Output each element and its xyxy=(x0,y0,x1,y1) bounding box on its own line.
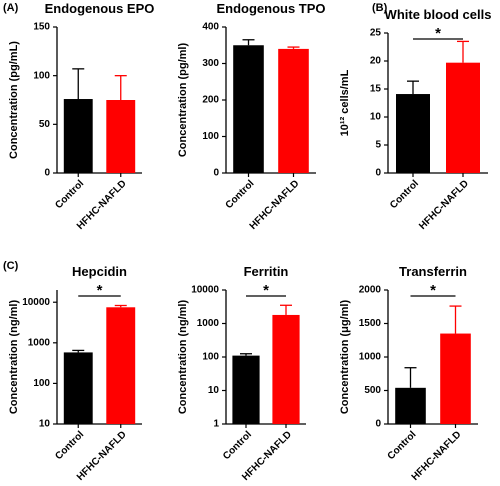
panel-label: (B) xyxy=(372,2,388,14)
y-tick-label: 100 xyxy=(33,70,50,81)
y-tick-label: 400 xyxy=(202,22,219,33)
x-tick-label: Control xyxy=(53,178,86,211)
y-tick-label: 25 xyxy=(370,28,382,39)
x-tick-label: Control xyxy=(224,178,257,211)
y-tick-label: 50 xyxy=(39,119,51,130)
chart-title: Ferritin xyxy=(244,264,289,279)
bar xyxy=(63,352,93,424)
x-tick-label: Control xyxy=(221,429,254,462)
y-tick-label: 15 xyxy=(370,84,382,95)
y-axis-label: Concentration (pg/mL) xyxy=(8,41,20,159)
panel-label: (A) xyxy=(3,2,19,14)
y-tick-label: 100 xyxy=(202,352,219,363)
bar xyxy=(106,307,136,424)
y-tick-label: 1 xyxy=(213,419,219,430)
y-axis-label: Concentration (ng/ml) xyxy=(177,300,189,415)
y-tick-label: 0 xyxy=(375,419,381,430)
y-tick-label: 10000 xyxy=(22,297,50,308)
significance-star: * xyxy=(263,282,269,299)
y-axis-label: Concentration (μg/ml) xyxy=(339,300,351,415)
bar xyxy=(233,45,264,173)
significance-star: * xyxy=(430,282,436,299)
y-tick-label: 150 xyxy=(33,22,50,33)
y-tick-label: 1000 xyxy=(197,318,220,329)
y-tick-label: 300 xyxy=(202,58,219,69)
x-tick-label: Control xyxy=(388,178,421,211)
bar xyxy=(63,99,93,173)
x-tick-label: Control xyxy=(386,429,419,462)
significance-star: * xyxy=(435,25,441,42)
bar xyxy=(395,387,426,424)
bar xyxy=(446,62,480,173)
y-tick-label: 5 xyxy=(375,140,381,151)
y-tick-label: 10 xyxy=(370,112,382,123)
bar xyxy=(232,355,260,424)
x-tick-label: Control xyxy=(53,429,86,462)
y-tick-label: 0 xyxy=(375,168,381,179)
bar xyxy=(272,314,300,424)
chart-title: White blood cells xyxy=(385,7,492,22)
y-tick-label: 20 xyxy=(370,56,382,67)
y-tick-label: 200 xyxy=(202,95,219,106)
y-tick-label: 2000 xyxy=(359,285,382,296)
chart-title: Transferrin xyxy=(399,264,467,279)
y-axis-label: Concentration (pg/ml) xyxy=(177,43,189,158)
y-axis-label: Concentration (ng/ml) xyxy=(8,300,20,415)
bar xyxy=(278,48,309,173)
y-tick-label: 1000 xyxy=(359,352,382,363)
chart-title: Endogenous EPO xyxy=(45,1,155,16)
panel-label: (C) xyxy=(3,260,19,272)
y-tick-label: 0 xyxy=(44,168,50,179)
y-axis-label: 10¹² cells/mL xyxy=(339,69,351,136)
x-tick-label: HFHC-NAFLD xyxy=(417,178,471,232)
y-tick-label: 1000 xyxy=(28,337,51,348)
y-tick-label: 10000 xyxy=(191,285,219,296)
y-tick-label: 100 xyxy=(33,378,50,389)
chart-title: Hepcidin xyxy=(72,264,127,279)
y-tick-label: 500 xyxy=(364,385,381,396)
chart-title: Endogenous TPO xyxy=(216,1,325,16)
bar xyxy=(440,333,471,424)
bar xyxy=(106,100,136,173)
y-tick-label: 100 xyxy=(202,131,219,142)
y-tick-label: 1500 xyxy=(359,318,382,329)
y-tick-label: 0 xyxy=(213,168,219,179)
significance-star: * xyxy=(97,282,103,299)
bar xyxy=(396,94,430,173)
y-tick-label: 10 xyxy=(39,419,51,430)
y-tick-label: 10 xyxy=(208,385,220,396)
